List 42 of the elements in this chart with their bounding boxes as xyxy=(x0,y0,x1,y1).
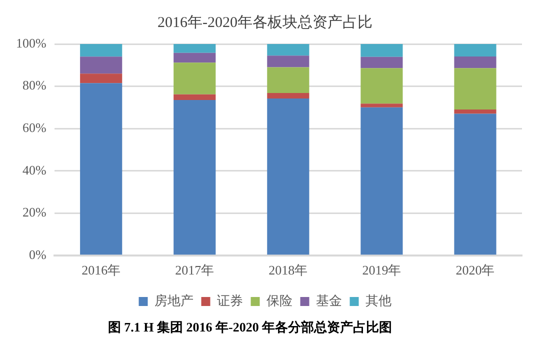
x-tick-label: 2018年 xyxy=(268,262,308,278)
legend-label: 房地产 xyxy=(154,292,194,308)
y-tick-label: 0% xyxy=(28,246,46,262)
bar xyxy=(454,56,496,68)
bar xyxy=(454,68,496,110)
y-tick-label: 80% xyxy=(22,78,46,93)
bar xyxy=(360,56,403,68)
bar xyxy=(267,56,310,68)
bar xyxy=(360,68,403,104)
y-tick-label: 60% xyxy=(22,120,46,135)
legend-label: 其他 xyxy=(365,292,392,308)
bar xyxy=(174,100,216,255)
legend-label: 保险 xyxy=(266,292,292,308)
bar xyxy=(174,94,216,100)
bar xyxy=(267,67,310,94)
bar xyxy=(80,74,122,84)
bar xyxy=(267,98,310,255)
bar xyxy=(80,83,122,255)
bar xyxy=(454,114,496,255)
bar xyxy=(360,44,403,57)
bar xyxy=(80,56,122,74)
caption: 图 7.1 H 集团 2016 年-2020 年各分部总资产占比图 xyxy=(108,319,392,334)
y-tick-label: 40% xyxy=(22,162,46,178)
bar xyxy=(174,44,216,53)
bar xyxy=(454,110,496,114)
bar xyxy=(454,44,496,56)
bar xyxy=(267,44,310,56)
x-tick-label: 2020年 xyxy=(456,262,495,278)
chart-title: 2016年-2020年各板块总资产占比 xyxy=(158,14,372,31)
x-tick-label: 2019年 xyxy=(362,262,402,278)
bar xyxy=(174,62,216,94)
bar xyxy=(360,107,403,255)
bar xyxy=(80,44,122,57)
bar xyxy=(267,93,310,99)
legend-label: 基金 xyxy=(316,292,342,308)
y-tick-label: 100% xyxy=(16,35,46,50)
legend-label: 证券 xyxy=(216,292,243,308)
bar xyxy=(360,104,403,108)
x-tick-label: 2016年 xyxy=(82,262,121,278)
x-tick-label: 2017年 xyxy=(175,262,214,278)
y-tick-label: 20% xyxy=(22,204,46,220)
bar xyxy=(174,52,216,63)
